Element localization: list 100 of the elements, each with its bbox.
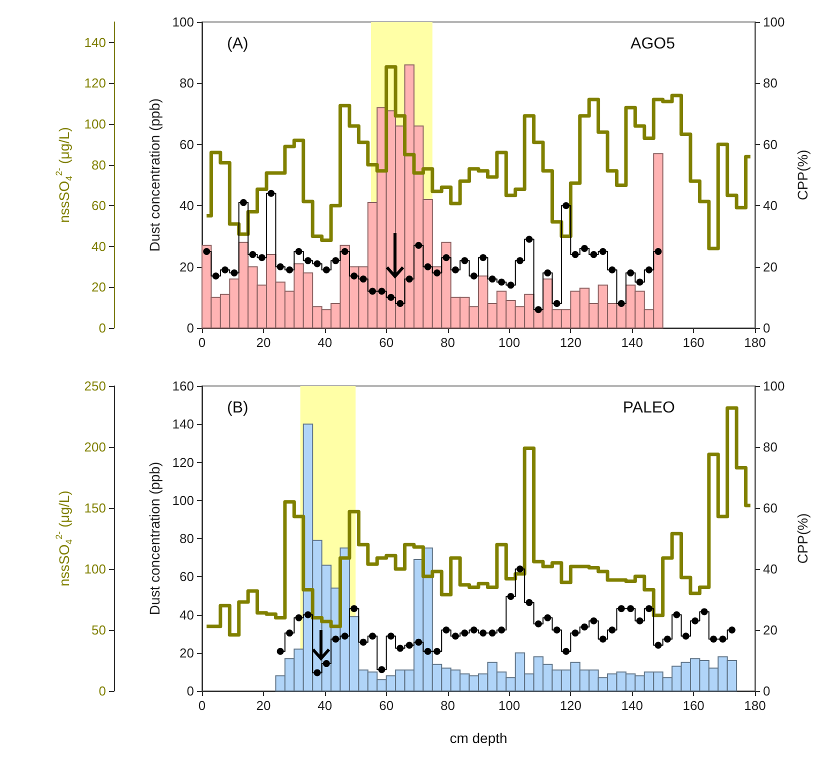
y-tick-label: 80 <box>180 76 194 91</box>
point <box>369 632 376 640</box>
y3-axis-title: nssSO42- (μg/L) <box>54 490 74 586</box>
point <box>350 605 358 612</box>
point <box>700 608 708 616</box>
point <box>728 626 736 634</box>
point <box>461 257 468 264</box>
point <box>553 300 560 308</box>
x-tick-label: 20 <box>256 698 271 713</box>
point <box>710 636 718 643</box>
y2-tick-label: 80 <box>763 440 778 454</box>
point <box>581 244 588 252</box>
x-tick-label: 160 <box>682 698 704 713</box>
y-tick-label: 60 <box>180 136 194 152</box>
point <box>470 272 478 280</box>
point <box>461 630 468 637</box>
point <box>498 626 506 634</box>
point <box>654 642 662 649</box>
point <box>396 644 404 652</box>
point <box>480 630 487 637</box>
point <box>636 278 644 286</box>
y2-tick-label: 0 <box>763 320 770 336</box>
y-tick-label: 100 <box>172 492 194 508</box>
y-tick-label: 20 <box>180 645 194 660</box>
point <box>618 605 625 612</box>
point <box>322 266 330 274</box>
point <box>249 251 256 258</box>
point <box>286 266 294 274</box>
x-tick-label: 0 <box>198 698 206 713</box>
point <box>572 251 579 258</box>
x-tick-label: 0 <box>198 335 206 350</box>
point <box>507 282 514 289</box>
point <box>360 638 367 646</box>
y2-tick-label: 40 <box>763 198 778 214</box>
point <box>452 266 459 274</box>
x-tick-label: 180 <box>744 335 766 350</box>
y-axis-title: Dust concentration (ppb) <box>146 462 162 616</box>
y-tick-label: 20 <box>180 259 194 274</box>
y3-tick-label: 200 <box>84 440 106 454</box>
y2-axis-title: CPP(%) <box>794 513 811 564</box>
point <box>276 648 284 655</box>
y-tick-label: 160 <box>172 378 194 394</box>
point <box>322 660 330 668</box>
point <box>332 257 340 264</box>
point <box>470 626 478 634</box>
y2-tick-label: 20 <box>763 259 778 274</box>
point <box>590 251 598 258</box>
y2-axis-title: CPP(%) <box>794 150 811 200</box>
point <box>378 288 386 295</box>
y3-tick-label: 120 <box>84 76 106 91</box>
point <box>295 248 302 255</box>
point <box>230 269 238 276</box>
point <box>480 254 487 262</box>
y2-tick-label: 40 <box>763 562 778 576</box>
point <box>534 306 542 314</box>
point <box>627 269 634 276</box>
x-tick-label: 140 <box>621 335 643 350</box>
x-tick-label: 100 <box>498 335 520 350</box>
point <box>396 300 404 308</box>
point <box>608 626 616 634</box>
point <box>498 278 506 286</box>
point <box>304 257 312 264</box>
x-axis-title: cm depth <box>450 730 508 746</box>
point <box>673 611 680 618</box>
point <box>369 288 376 295</box>
x-tick-label: 100 <box>498 698 520 713</box>
point <box>442 626 450 634</box>
y2-tick-label: 20 <box>763 622 778 638</box>
point <box>590 617 598 624</box>
annotation: PALEO <box>622 400 675 416</box>
point <box>682 632 690 640</box>
point <box>516 257 524 264</box>
x-tick-label: 140 <box>621 698 643 713</box>
y-tick-label: 140 <box>172 416 194 432</box>
point <box>452 632 459 640</box>
point <box>562 202 570 210</box>
y2-tick-label: 60 <box>763 136 778 152</box>
point <box>415 242 422 249</box>
point <box>636 617 644 624</box>
point <box>516 566 524 572</box>
y-tick-label: 100 <box>172 14 194 30</box>
point <box>203 248 210 255</box>
point <box>553 626 560 634</box>
x-tick-label: 60 <box>379 698 394 713</box>
point <box>442 254 450 262</box>
point <box>526 599 533 606</box>
point <box>434 269 441 276</box>
y-tick-label: 0 <box>186 320 194 336</box>
point <box>646 266 653 274</box>
y3-tick-label: 100 <box>84 116 106 132</box>
point <box>415 638 422 646</box>
point <box>378 666 386 674</box>
y3-tick-label: 80 <box>92 157 106 172</box>
point <box>572 630 579 637</box>
y3-tick-label: 150 <box>84 500 106 516</box>
y3-tick-label: 140 <box>84 34 106 50</box>
point <box>286 630 294 637</box>
point <box>544 614 552 622</box>
point <box>295 614 302 622</box>
point <box>424 648 432 655</box>
